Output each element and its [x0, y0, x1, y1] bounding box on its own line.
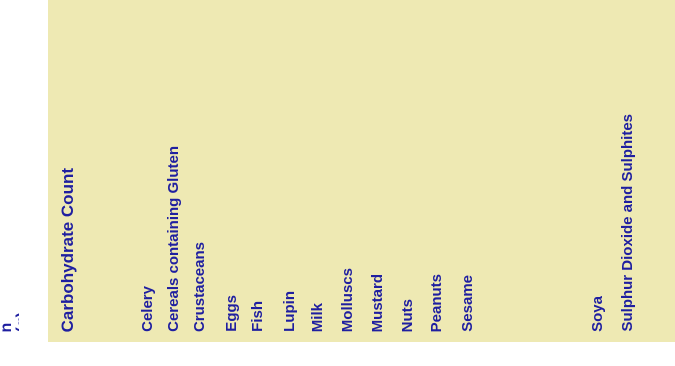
- allergen-header-celery: Celery: [139, 286, 156, 332]
- allergen-header-milk: Milk: [309, 302, 326, 332]
- partial-column-header-clip: n (g): [0, 270, 19, 342]
- partial-column-header: n (g): [0, 311, 19, 332]
- allergen-header-peanuts: Peanuts: [428, 273, 445, 332]
- header-panel: Carbohydrate Count Celery Cereals contai…: [48, 0, 675, 342]
- carb-count-header: Carbohydrate Count: [58, 167, 77, 332]
- allergen-header-fish: Fish: [249, 301, 266, 332]
- allergen-header-crustaceans: Crustaceans: [191, 241, 208, 332]
- allergen-header-molluscs: Molluscs: [339, 267, 356, 332]
- allergen-header-lupin: Lupin: [281, 291, 298, 332]
- allergen-header-eggs: Eggs: [223, 295, 240, 332]
- allergen-header-mustard: Mustard: [369, 273, 386, 332]
- allergen-header-sesame: Sesame: [459, 275, 476, 332]
- allergen-header-gluten: Cereals containing Gluten: [165, 146, 182, 332]
- allergen-header-soya: Soya: [589, 296, 606, 332]
- allergen-header-nuts: Nuts: [399, 298, 416, 332]
- allergen-header-sulphites: Sulphur Dioxide and Sulphites: [619, 114, 636, 332]
